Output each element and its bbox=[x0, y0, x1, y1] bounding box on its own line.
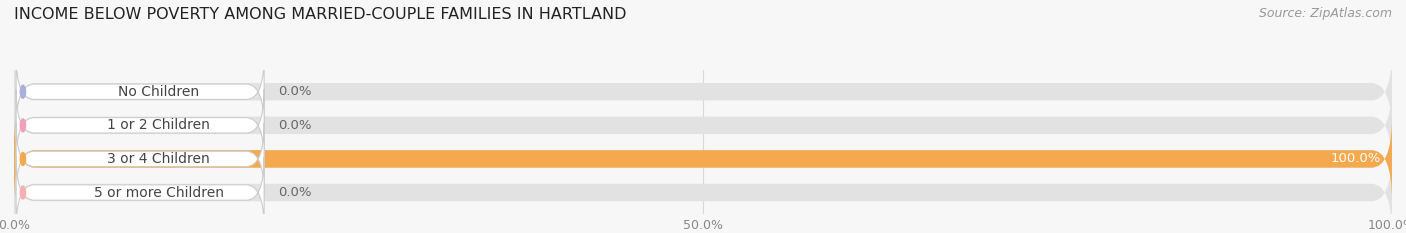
Text: 1 or 2 Children: 1 or 2 Children bbox=[107, 118, 209, 132]
Text: 5 or more Children: 5 or more Children bbox=[94, 185, 224, 199]
FancyBboxPatch shape bbox=[15, 157, 264, 229]
FancyBboxPatch shape bbox=[15, 123, 264, 195]
FancyBboxPatch shape bbox=[14, 50, 1392, 134]
Text: 0.0%: 0.0% bbox=[278, 186, 312, 199]
FancyBboxPatch shape bbox=[14, 84, 1392, 167]
Text: INCOME BELOW POVERTY AMONG MARRIED-COUPLE FAMILIES IN HARTLAND: INCOME BELOW POVERTY AMONG MARRIED-COUPL… bbox=[14, 7, 627, 22]
Text: 100.0%: 100.0% bbox=[1330, 152, 1381, 165]
Text: Source: ZipAtlas.com: Source: ZipAtlas.com bbox=[1258, 7, 1392, 20]
Text: 3 or 4 Children: 3 or 4 Children bbox=[107, 152, 209, 166]
Circle shape bbox=[20, 119, 25, 132]
Circle shape bbox=[20, 85, 25, 98]
Circle shape bbox=[20, 186, 25, 199]
FancyBboxPatch shape bbox=[14, 117, 1392, 201]
Circle shape bbox=[20, 152, 25, 165]
FancyBboxPatch shape bbox=[15, 89, 264, 161]
Text: 0.0%: 0.0% bbox=[278, 85, 312, 98]
FancyBboxPatch shape bbox=[14, 117, 1392, 201]
Text: 0.0%: 0.0% bbox=[278, 119, 312, 132]
FancyBboxPatch shape bbox=[14, 151, 1392, 233]
Text: No Children: No Children bbox=[118, 85, 200, 99]
FancyBboxPatch shape bbox=[15, 56, 264, 128]
